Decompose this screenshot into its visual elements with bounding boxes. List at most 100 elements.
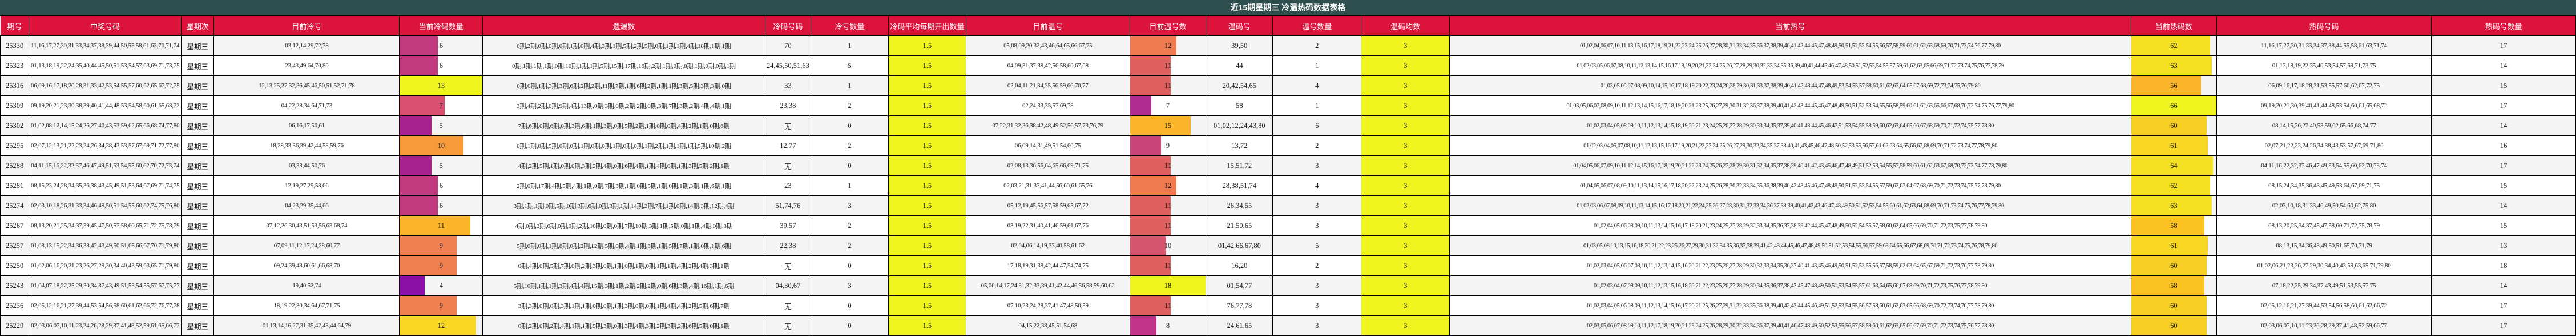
col-issue[interactable]: 期号 <box>0 16 30 36</box>
warm-hit-count-cell: 4 <box>1272 175 1362 196</box>
col-warm-hit-count[interactable]: 温号数量 <box>1272 16 1362 36</box>
issue-cell: 25316 <box>0 75 30 96</box>
issue-cell: 25257 <box>0 235 30 256</box>
table-row[interactable]: 25236 02,05,12,16,21,27,39,44,53,54,56,5… <box>0 295 2576 316</box>
col-warm-count[interactable]: 目前温号数 <box>1130 16 1207 36</box>
warm-count-value: 10 <box>1164 241 1172 250</box>
hot-count-bar <box>2131 276 2204 295</box>
cold-count-cell: 9 <box>399 255 483 276</box>
warm-avg-cell: 3 <box>1361 115 1450 136</box>
col-cold-hit-count[interactable]: 冷号数量 <box>811 16 889 36</box>
miss-cell: 0期,0期,1期,3期,3期,6期,2期,2期,11期,7期,1期,6期,2期,… <box>482 75 765 96</box>
warm-hit-count-cell: 2 <box>1272 35 1362 56</box>
hot-count-cell: 60 <box>2130 255 2217 276</box>
col-cold[interactable]: 目前冷号 <box>213 16 400 36</box>
hot-hit-count-cell: 17 <box>2431 155 2576 176</box>
col-cold-avg[interactable]: 冷码平均每期开出数量 <box>888 16 966 36</box>
cold-avg-cell: 1.5 <box>888 55 966 76</box>
issue-cell: 25330 <box>0 35 30 56</box>
numbers-cell: 08,15,23,24,28,34,35,36,38,43,45,49,51,5… <box>29 175 182 196</box>
cold-count-value: 7 <box>439 101 444 110</box>
warm-count-bar <box>1130 56 1171 75</box>
table-row[interactable]: 25274 02,03,10,18,26,31,33,34,46,49,50,5… <box>0 195 2576 216</box>
col-cold-count[interactable]: 当前冷码数量 <box>399 16 483 36</box>
col-hot-count[interactable]: 当前热码数 <box>2131 16 2217 36</box>
hot-count-value: 60 <box>2170 301 2178 310</box>
warm-count-value: 9 <box>1166 141 1170 150</box>
cold-avg-cell: 1.5 <box>888 175 966 196</box>
hot-count-value: 62 <box>2170 181 2178 190</box>
cold-hit-count-cell: 2 <box>811 235 889 256</box>
issue-cell: 25236 <box>0 295 30 316</box>
warm-count-cell: 15 <box>1129 115 1207 136</box>
col-warm-hit[interactable]: 温码号 <box>1206 16 1273 36</box>
table-row[interactable]: 25250 01,02,06,16,20,21,23,26,27,29,30,3… <box>0 255 2576 276</box>
col-hot-hit[interactable]: 热码号码 <box>2216 16 2432 36</box>
col-warm-avg[interactable]: 温码均数 <box>1361 16 1450 36</box>
table-body: 25330 11,16,17,27,30,31,33,34,37,38,39,4… <box>0 35 2576 336</box>
warm-count-cell: 11 <box>1129 215 1207 236</box>
numbers-cell: 02,07,12,13,21,22,23,24,26,34,38,43,53,5… <box>29 135 182 156</box>
hot-count-cell: 60 <box>2130 115 2217 136</box>
warm-cell: 05,12,19,45,56,57,58,59,65,67,72 <box>965 195 1130 216</box>
issue-cell: 25250 <box>0 255 30 276</box>
cold-count-cell: 4 <box>399 275 483 296</box>
table-row[interactable]: 25257 01,08,13,15,22,34,36,38,42,43,49,5… <box>0 235 2576 256</box>
cold-hit-count-value: 2 <box>848 101 852 110</box>
numbers-cell: 01,04,07,18,22,25,29,30,34,37,43,49,51,5… <box>29 275 182 296</box>
numbers-cell: 08,13,20,21,25,34,37,39,45,47,50,57,58,6… <box>29 215 182 236</box>
col-miss[interactable]: 遗漏数 <box>482 16 765 36</box>
warm-count-bar <box>1130 156 1171 175</box>
col-hot[interactable]: 当前热号 <box>1449 16 2131 36</box>
hot-hit-count-cell: 17 <box>2431 315 2576 336</box>
miss-cell: 4期,0期,2期,6期,0期,0期,2期,10期,0期,0期,7期,10期,3期… <box>482 215 765 236</box>
warm-count-value: 11 <box>1164 81 1172 90</box>
hot-hit-cell: 02,03,10,18,31,33,46,49,50,54,60,62,75,8… <box>2216 195 2432 216</box>
col-warm[interactable]: 目前温号 <box>966 16 1130 36</box>
warm-hit-count-value: 3 <box>1315 221 1319 230</box>
cold-count-cell: 9 <box>399 235 483 256</box>
hot-count-value: 62 <box>2170 41 2178 50</box>
hot-count-cell: 60 <box>2130 295 2217 316</box>
table-row[interactable]: 25330 11,16,17,27,30,31,33,34,37,38,39,4… <box>0 35 2576 56</box>
table-row[interactable]: 25302 01,02,08,12,14,15,24,26,27,40,43,5… <box>0 115 2576 136</box>
table-row[interactable]: 25281 08,15,23,24,28,34,35,36,38,43,45,4… <box>0 175 2576 196</box>
hot-count-bar <box>2131 56 2212 75</box>
warm-avg-cell: 3 <box>1361 295 1450 316</box>
warm-avg-cell: 3 <box>1361 275 1450 296</box>
cold-count-cell: 6 <box>399 195 483 216</box>
table-row[interactable]: 25309 09,19,20,21,23,30,38,39,40,41,44,4… <box>0 95 2576 116</box>
col-hot-hit-count[interactable]: 热码号数量 <box>2431 16 2576 36</box>
hot-hit-count-value: 16 <box>2500 141 2508 150</box>
hot-hit-cell: 04,11,16,22,32,37,46,47,49,53,54,55,60,6… <box>2216 155 2432 176</box>
warm-count-cell: 8 <box>1129 315 1207 336</box>
warm-cell: 02,08,13,36,56,64,65,66,69,71,75 <box>965 155 1130 176</box>
col-numbers[interactable]: 中奖号码 <box>29 16 182 36</box>
table-row[interactable]: 25267 08,13,20,21,25,34,37,39,45,47,50,5… <box>0 215 2576 236</box>
header-row: 期号 中奖号码 星期次 目前冷号 当前冷码数量 遗漏数 冷码号码 冷号数量 冷码… <box>0 16 2576 36</box>
hot-hit-count-cell: 17 <box>2431 95 2576 116</box>
warm-hit-count-value: 3 <box>1315 281 1319 290</box>
warm-hit-count-cell: 3 <box>1272 295 1362 316</box>
col-cold-hit[interactable]: 冷码号码 <box>765 16 812 36</box>
cold-hit-count-cell: 2 <box>811 95 889 116</box>
table-row[interactable]: 25243 01,04,07,18,22,25,29,30,34,37,43,4… <box>0 275 2576 296</box>
hot-count-value: 60 <box>2170 261 2178 270</box>
warm-count-bar <box>1130 216 1171 235</box>
table-row[interactable]: 25295 02,07,12,13,21,22,23,24,26,34,38,4… <box>0 135 2576 156</box>
warm-avg-cell: 3 <box>1361 155 1450 176</box>
col-weekday[interactable]: 星期次 <box>181 16 215 36</box>
table-row[interactable]: 25288 04,11,15,16,22,32,37,46,47,49,51,5… <box>0 155 2576 176</box>
table-row[interactable]: 25229 02,03,06,07,10,11,23,24,26,28,29,3… <box>0 315 2576 336</box>
cold-count-value: 10 <box>437 141 445 150</box>
table-row[interactable]: 25316 06,09,16,17,18,20,28,31,33,42,53,5… <box>0 75 2576 96</box>
cold-count-bar <box>400 56 438 75</box>
warm-count-bar <box>1130 116 1191 135</box>
cold-hit-count-value: 1 <box>848 81 852 90</box>
warm-hit-count-cell: 6 <box>1272 115 1362 136</box>
table-row[interactable]: 25323 01,13,18,19,22,24,35,40,44,45,50,5… <box>0 55 2576 76</box>
hot-count-bar <box>2131 116 2207 135</box>
warm-hit-count-value: 1 <box>1315 101 1319 110</box>
cold-hit-cell: 12,77 <box>764 135 812 156</box>
numbers-cell: 06,09,16,17,18,20,28,31,33,42,53,54,55,5… <box>29 75 182 96</box>
